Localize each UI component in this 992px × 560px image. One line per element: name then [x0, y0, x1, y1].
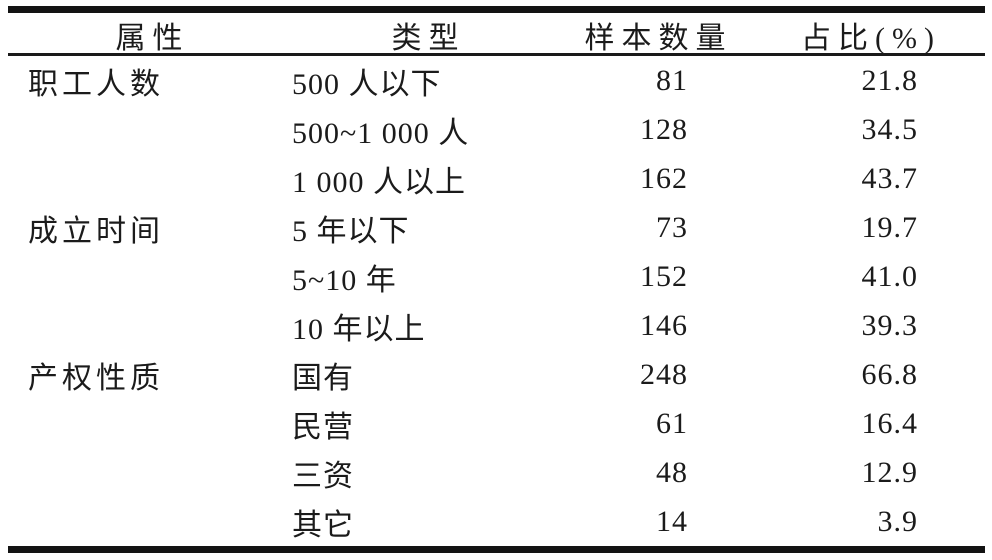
cell-sample-count: 81: [656, 63, 688, 97]
sample-distribution-table: 属性 类型 样本数量 占比(%) 职工人数 500 人以下 81 21.8 50…: [8, 6, 985, 553]
cell-attribute: 成立时间: [28, 214, 164, 248]
table-header-row: 属性 类型 样本数量 占比(%): [8, 13, 985, 56]
table-row: 成立时间 5 年以下 73 19.7: [8, 203, 985, 252]
cell-type: 5 年以下: [292, 214, 410, 248]
cell-attribute: 产权性质: [28, 361, 164, 395]
cell-sample-count: 128: [640, 112, 688, 146]
table-row: 产权性质 国有 248 66.8: [8, 350, 985, 399]
table-row: 5~10 年 152 41.0: [8, 252, 985, 301]
cell-sample-count: 48: [656, 455, 688, 489]
cell-percentage: 19.7: [861, 210, 918, 244]
cell-type: 5~10 年: [292, 263, 397, 297]
cell-type: 民营: [292, 410, 354, 444]
table-body: 职工人数 500 人以下 81 21.8 500~1 000 人 128 34.…: [8, 56, 985, 546]
cell-sample-count: 152: [640, 259, 688, 293]
cell-percentage: 3.9: [877, 504, 918, 538]
cell-percentage: 21.8: [861, 63, 918, 97]
cell-type: 其它: [292, 508, 354, 542]
cell-type: 500 人以下: [292, 67, 442, 101]
cell-percentage: 16.4: [861, 406, 918, 440]
cell-sample-count: 73: [656, 210, 688, 244]
table-row: 1 000 人以上 162 43.7: [8, 154, 985, 203]
table-row: 500~1 000 人 128 34.5: [8, 105, 985, 154]
column-header-sample-count: 样本数量: [584, 22, 733, 55]
cell-sample-count: 162: [640, 161, 688, 195]
cell-percentage: 41.0: [861, 259, 918, 293]
table-row: 其它 14 3.9: [8, 497, 985, 546]
cell-type: 1 000 人以上: [292, 165, 466, 199]
cell-type: 500~1 000 人: [292, 116, 470, 150]
cell-type: 10 年以上: [292, 312, 426, 346]
column-header-percentage: 占比(%): [801, 22, 941, 55]
cell-percentage: 34.5: [861, 112, 918, 146]
cell-sample-count: 146: [640, 308, 688, 342]
cell-sample-count: 61: [656, 406, 688, 440]
table-row: 民营 61 16.4: [8, 399, 985, 448]
cell-type: 国有: [292, 361, 354, 395]
cell-type: 三资: [292, 459, 354, 493]
cell-percentage: 39.3: [861, 308, 918, 342]
cell-sample-count: 248: [640, 357, 688, 391]
table-row: 三资 48 12.9: [8, 448, 985, 497]
table-row: 10 年以上 146 39.3: [8, 301, 985, 350]
column-header-attribute: 属性: [115, 22, 190, 55]
column-header-type: 类型: [391, 22, 466, 55]
cell-sample-count: 14: [656, 504, 688, 538]
cell-percentage: 43.7: [861, 161, 918, 195]
cell-percentage: 12.9: [861, 455, 918, 489]
cell-attribute: 职工人数: [28, 67, 164, 101]
cell-percentage: 66.8: [861, 357, 918, 391]
table-row: 职工人数 500 人以下 81 21.8: [8, 56, 985, 105]
